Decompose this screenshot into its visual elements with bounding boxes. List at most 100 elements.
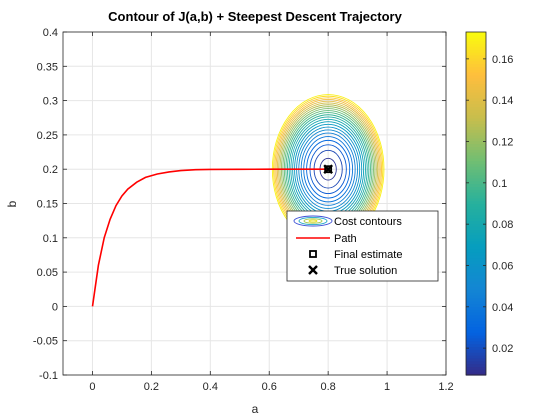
colorbar-segment	[466, 97, 486, 102]
colorbar-segment	[466, 212, 486, 216]
colorbar-segment	[466, 114, 486, 119]
colorbar-segment	[466, 206, 486, 210]
colorbar-segment	[466, 46, 486, 50]
colorbar-segment	[466, 34, 486, 39]
colorbar-segment	[466, 274, 486, 279]
colorbar-segment	[466, 223, 486, 227]
colorbar-tick-label: 0.12	[492, 137, 513, 149]
colorbar-segment	[466, 337, 486, 342]
colorbar-tick-label: 0.14	[492, 95, 513, 107]
colorbar-segment	[466, 363, 486, 368]
y-axis-ticks: -0.1 -0.05 0 0.05 0.1 0.15 0.2 0.25 0.3 0.35 0.4	[33, 27, 446, 382]
colorbar-segment	[466, 74, 486, 79]
colorbar-segment	[466, 63, 486, 67]
colorbar-segment	[466, 40, 486, 45]
colorbar-segment	[466, 237, 486, 242]
colorbar-segment	[466, 323, 486, 328]
colorbar-segment	[466, 272, 486, 276]
colorbar-segment	[466, 332, 486, 336]
colorbar-segment	[466, 257, 486, 262]
colorbar-segment	[466, 283, 486, 287]
colorbar-segment	[466, 306, 486, 310]
colorbar-segment	[466, 57, 486, 62]
colorbar-segment	[466, 89, 486, 93]
chart-title: Contour of J(a,b) + Steepest Descent Tra…	[108, 9, 402, 24]
colorbar-segment	[466, 109, 486, 113]
colorbar-segment	[466, 163, 486, 167]
x-tick-label: 1.2	[438, 381, 453, 393]
colorbar-segment	[466, 129, 486, 133]
colorbar-segment	[466, 49, 486, 53]
y-tick-label: 0.35	[37, 61, 58, 73]
colorbar-segment	[466, 140, 486, 145]
colorbar-segment	[466, 146, 486, 150]
colorbar-segment	[466, 197, 486, 202]
colorbar-segment	[466, 54, 486, 59]
colorbar-segment	[466, 77, 486, 82]
colorbar-segment	[466, 112, 486, 116]
colorbar-segment	[466, 352, 486, 356]
colorbar-segment	[466, 320, 486, 325]
colorbar-frame	[465, 31, 487, 376]
colorbar-segment	[466, 229, 486, 233]
x-axis-label: a	[252, 402, 259, 416]
colorbar-segment	[466, 240, 486, 245]
x-tick-label: 0.6	[262, 381, 277, 393]
legend-contour-icon	[293, 215, 333, 227]
colorbar-segment	[466, 226, 486, 230]
colorbar-segment	[466, 137, 486, 142]
colorbar-segment	[466, 143, 486, 147]
colorbar-tick-label: 0.04	[492, 302, 513, 314]
colorbar-segment	[466, 69, 486, 73]
true-solution-marker	[323, 164, 334, 175]
colorbar-segment	[466, 234, 486, 239]
final-estimate-marker	[324, 165, 333, 174]
colorbar-segment	[466, 289, 486, 293]
colorbar-segment	[466, 340, 486, 345]
colorbar-segment	[466, 32, 486, 36]
colorbar-tick-label: 0.06	[492, 260, 513, 272]
colorbar-segment	[466, 80, 486, 85]
colorbar-segment	[466, 52, 486, 56]
colorbar-segment	[466, 172, 486, 176]
colorbar-segment	[466, 326, 486, 330]
colorbar-segment	[466, 280, 486, 285]
colorbar-segment	[466, 366, 486, 370]
colorbar-segment	[466, 254, 486, 259]
colorbar-segment	[466, 103, 486, 107]
legend[interactable]: Cost contours Path Final estimate True solu…	[286, 210, 439, 282]
colorbar-segment	[466, 200, 486, 205]
colorbar-segment	[466, 174, 486, 179]
colorbar-segment	[466, 192, 486, 196]
marker-layer	[323, 164, 334, 175]
colorbar-segment	[466, 354, 486, 359]
y-tick-label: -0.05	[33, 336, 58, 348]
colorbar-segment	[466, 106, 486, 110]
colorbar-segment	[466, 360, 486, 365]
colorbar-segment	[466, 220, 486, 225]
colorbar-segment	[466, 263, 486, 267]
colorbar-segment	[466, 297, 486, 302]
colorbar-segment	[466, 86, 486, 90]
y-tick-label: 0.15	[37, 199, 58, 211]
colorbar-segment	[466, 43, 486, 47]
colorbar-segment	[466, 120, 486, 125]
colorbar-tick-label: 0.16	[492, 54, 513, 66]
colorbar-segment	[466, 186, 486, 190]
colorbar-segment	[466, 72, 486, 76]
colorbar-segment	[466, 157, 486, 162]
colorbar-segment	[466, 286, 486, 290]
colorbar-tick-label: 0.1	[492, 178, 507, 190]
y-tick-label: 0.3	[43, 96, 58, 108]
colorbar-segment	[466, 100, 486, 105]
colorbar-segment	[466, 292, 486, 296]
colorbar-segment	[466, 334, 486, 339]
colorbar-segment	[466, 123, 486, 127]
legend-entry-label: Path	[334, 233, 357, 245]
colorbar-segment	[466, 214, 486, 219]
colorbar-segment	[466, 177, 486, 182]
colorbar-segment	[466, 232, 486, 236]
colorbar-segment	[466, 343, 486, 348]
